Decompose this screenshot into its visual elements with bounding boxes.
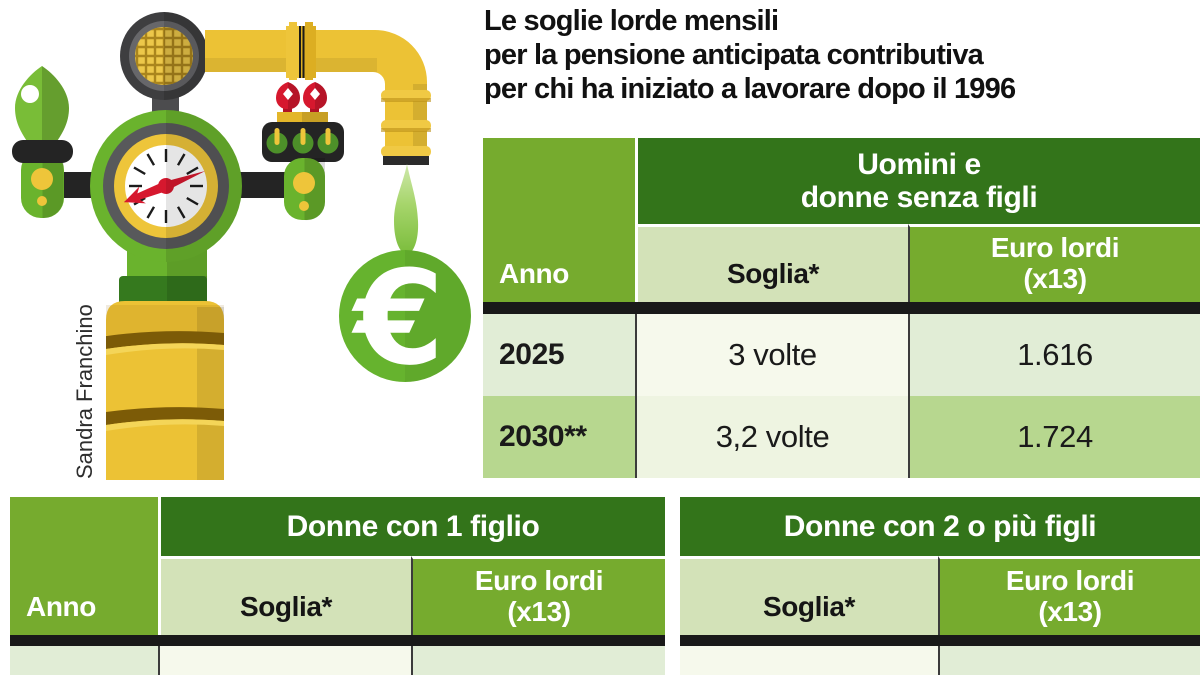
page-title-line-3: per chi ha iniziato a lavorare dopo il 1… — [484, 73, 1016, 105]
separator-bar — [680, 635, 1200, 646]
table-group-header: Donne con 1 figlio — [158, 497, 665, 556]
column-header-anno: Anno — [483, 138, 635, 302]
gauge-ticks — [129, 149, 203, 223]
gauge-needle — [123, 170, 206, 204]
column-header-soglia: Soglia* — [158, 556, 411, 635]
cell-soglia: 3 volte — [635, 314, 908, 396]
column-header-soglia: Soglia* — [680, 556, 938, 635]
column-header-soglia: Soglia* — [635, 224, 908, 302]
table-donne-2-o-piu-figli: Donne con 2 o più figli Soglia* Euro lor… — [680, 497, 1200, 675]
table-donne-1-figlio: Anno Donne con 1 figlio Soglia* Euro lor… — [10, 497, 665, 675]
cell-soglia: 3,2 volte — [635, 396, 908, 478]
pipe-flange — [286, 22, 316, 80]
table-group-header: Donne con 2 o più figli — [680, 497, 1200, 556]
valve-manifold-icon — [262, 82, 344, 221]
yellow-pipe-icon — [205, 22, 431, 165]
page-title-line-2: per la pensione anticipata contributiva — [484, 39, 984, 71]
column-header-euro-lordi: Euro lordi (x13) — [938, 556, 1200, 635]
gas-drip-icon — [394, 164, 419, 254]
cell-anno — [10, 646, 158, 675]
separator-bar — [483, 302, 1200, 314]
cell-anno: 2025 — [483, 314, 635, 396]
column-header-anno: Anno — [10, 497, 158, 635]
table-uomini-donne-senza-figli: Anno Uomini e donne senza figli Soglia* … — [483, 138, 1200, 478]
cell-soglia — [158, 646, 411, 675]
cell-euro: 1.616 — [908, 314, 1200, 396]
separator-bar — [10, 635, 665, 646]
cell-anno: 2030** — [483, 396, 635, 478]
table-group-header: Uomini e donne senza figli — [635, 138, 1200, 224]
euro-symbol: € — [351, 242, 444, 394]
cell-euro: 1.724 — [908, 396, 1200, 478]
column-header-euro-lordi: Euro lordi (x13) — [908, 224, 1200, 302]
credit-author: Sandra Franchino — [72, 304, 97, 479]
gas-valve-illustration: € — [12, 12, 471, 480]
pressure-gauge-icon — [90, 110, 242, 262]
red-valve-key-icon — [276, 82, 300, 109]
cell-soglia — [680, 646, 938, 675]
cell-euro — [411, 646, 665, 675]
euro-coin-icon: € — [339, 242, 471, 394]
page-title-line-1: Le soglie lorde mensili — [484, 5, 779, 37]
red-valve-key-icon — [303, 82, 327, 109]
valve-lever-icon — [12, 66, 73, 219]
cell-euro — [938, 646, 1200, 675]
mesh-wheel-icon — [120, 12, 208, 100]
column-header-euro-lordi: Euro lordi (x13) — [411, 556, 665, 635]
gas-canister — [106, 238, 224, 480]
